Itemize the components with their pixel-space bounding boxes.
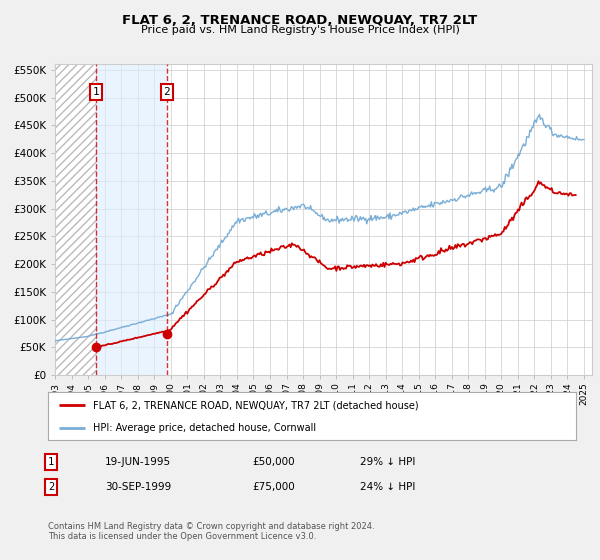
Text: HPI: Average price, detached house, Cornwall: HPI: Average price, detached house, Corn… xyxy=(93,423,316,433)
Text: £75,000: £75,000 xyxy=(252,482,295,492)
Text: FLAT 6, 2, TRENANCE ROAD, NEWQUAY, TR7 2LT (detached house): FLAT 6, 2, TRENANCE ROAD, NEWQUAY, TR7 2… xyxy=(93,400,419,410)
Bar xyxy=(55,64,96,375)
Text: 2: 2 xyxy=(48,482,54,492)
Text: 1: 1 xyxy=(48,457,54,467)
Text: FLAT 6, 2, TRENANCE ROAD, NEWQUAY, TR7 2LT: FLAT 6, 2, TRENANCE ROAD, NEWQUAY, TR7 2… xyxy=(122,14,478,27)
Text: Price paid vs. HM Land Registry's House Price Index (HPI): Price paid vs. HM Land Registry's House … xyxy=(140,25,460,35)
Text: 24% ↓ HPI: 24% ↓ HPI xyxy=(360,482,415,492)
Text: 30-SEP-1999: 30-SEP-1999 xyxy=(105,482,171,492)
Text: £50,000: £50,000 xyxy=(252,457,295,467)
Text: Contains HM Land Registry data © Crown copyright and database right 2024.
This d: Contains HM Land Registry data © Crown c… xyxy=(48,522,374,542)
Bar xyxy=(96,64,167,375)
Text: 29% ↓ HPI: 29% ↓ HPI xyxy=(360,457,415,467)
Text: 1: 1 xyxy=(92,87,99,97)
Text: 19-JUN-1995: 19-JUN-1995 xyxy=(105,457,171,467)
Text: 2: 2 xyxy=(163,87,170,97)
